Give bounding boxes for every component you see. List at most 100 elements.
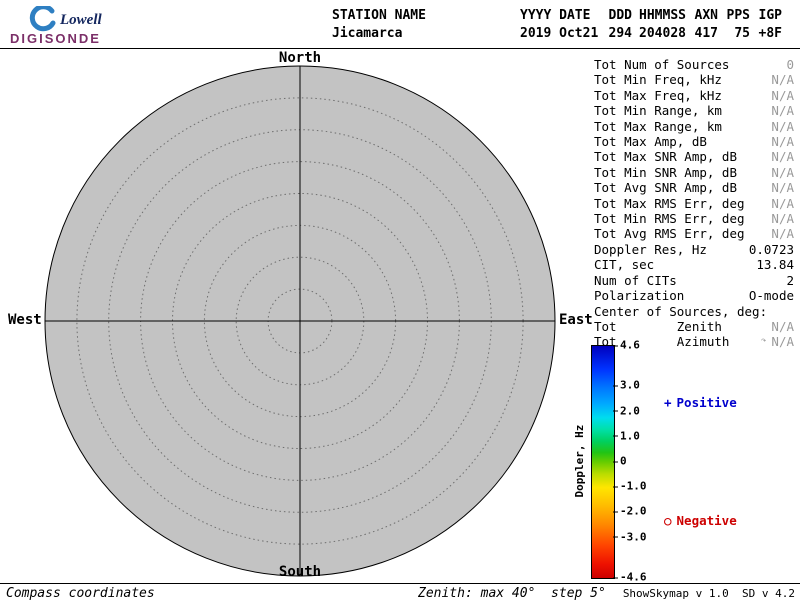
compass-label-south: South — [278, 564, 322, 580]
stat-value: N/A — [771, 103, 794, 119]
stat-value: N/A — [771, 72, 794, 88]
coordinate-system-label: Compass coordinates — [6, 586, 155, 600]
zenith-range-label: Zenith: max 40° step 5° — [418, 586, 606, 600]
stat-row-zenith: Tot Zenith N/A — [594, 319, 794, 334]
header-label-station: STATION NAME — [332, 8, 426, 23]
stat-row-min-snr: Tot Min SNR Amp, dB N/A — [594, 165, 794, 180]
header-value-date: 2019 Oct21 — [520, 26, 599, 41]
logo-digisonde-text: DIGISONDE — [10, 31, 101, 46]
positive-legend-label: Positive — [676, 395, 737, 410]
colorbar-tick: 3.0 — [613, 378, 640, 392]
stat-row-cit: CIT, sec 13.84 — [594, 257, 794, 272]
stat-label: Tot Min Range, km — [594, 103, 722, 119]
negative-doppler-legend: ○ Negative — [664, 513, 737, 528]
version-label: ShowSkymap v 1.0 SD v 4.2 — [622, 587, 795, 600]
header-value-ddd: 294 — [608, 26, 632, 41]
header-divider — [0, 48, 800, 49]
stat-label: CIT, sec — [594, 257, 655, 273]
skymap-plot — [43, 64, 557, 578]
stat-row-min-range: Tot Min Range, km N/A — [594, 103, 794, 118]
stat-row-max-freq: Tot Max Freq, kHz N/A — [594, 88, 794, 103]
header-label-date: YYYY DATE — [520, 8, 591, 23]
header-value-hhmmss: 204028 — [639, 26, 686, 41]
stat-label: Tot Min SNR Amp, dB — [594, 164, 737, 180]
lowell-digisonde-logo: Lowell DIGISONDE — [8, 5, 148, 47]
stat-row-polarization: Polarization O-mode — [594, 288, 794, 303]
header-label-pps: PPS — [726, 8, 750, 23]
colorbar-tick: 0 — [613, 454, 627, 468]
stat-label: Tot Avg RMS Err, deg — [594, 226, 745, 242]
header-value-axn: 417 — [694, 26, 718, 41]
stats-panel: Tot Num of Sources 0 Tot Min Freq, kHz N… — [594, 57, 794, 350]
stat-value: N/A — [771, 226, 794, 242]
stat-row-num-sources: Tot Num of Sources 0 — [594, 57, 794, 72]
stat-label: Tot Max Range, km — [594, 118, 722, 134]
colorbar-tick-labels: 4.6 3.0 2.0 1.0 0 -1.0 -2.0 -3.0 -4.6 — [613, 339, 660, 584]
stat-value: N/A — [771, 180, 794, 196]
header-label-igp: IGP — [758, 8, 782, 23]
stat-value: 0.0723 — [748, 241, 794, 257]
azimuth-direction-icon: ↷ — [761, 336, 767, 347]
stat-row-min-freq: Tot Min Freq, kHz N/A — [594, 72, 794, 87]
stat-label: Tot Max Amp, dB — [594, 134, 707, 150]
stat-label: Tot Avg SNR Amp, dB — [594, 180, 737, 196]
compass-label-north: North — [278, 50, 322, 66]
compass-label-east: East — [559, 312, 593, 328]
positive-doppler-legend: + Positive — [664, 395, 737, 410]
stat-label: Tot Max Freq, kHz — [594, 87, 722, 103]
stat-value: N/A — [771, 87, 794, 103]
colorbar-tick: 2.0 — [613, 404, 640, 418]
stat-row-azimuth: Tot Azimuth ↷ N/A — [594, 334, 794, 349]
skymap-canvas — [44, 65, 556, 577]
header-value-station: Jicamarca — [332, 26, 403, 41]
stat-value: 13.84 — [756, 257, 794, 273]
stat-value: N/A — [771, 149, 794, 165]
stat-value: N/A — [771, 164, 794, 180]
colorbar-tick: -4.6 — [613, 570, 647, 584]
header-value-pps: 75 — [734, 26, 750, 41]
stat-label: Tot Zenith — [594, 318, 722, 334]
stat-label: Center of Sources, deg: — [594, 303, 768, 319]
plus-marker-icon: + — [664, 395, 672, 410]
stat-row-avg-rms: Tot Avg RMS Err, deg N/A — [594, 226, 794, 241]
header-info-table: STATION NAME YYYY DATE DDD HHMMSS AXN PP… — [332, 8, 782, 41]
negative-legend-label: Negative — [676, 513, 737, 528]
compass-label-west: West — [8, 312, 42, 328]
stat-value: N/A — [771, 118, 794, 134]
stat-row-max-amp: Tot Max Amp, dB N/A — [594, 134, 794, 149]
stat-row-min-rms: Tot Min RMS Err, deg N/A — [594, 211, 794, 226]
colorbar-tick: -3.0 — [613, 530, 647, 544]
header-value-igp: +8F — [758, 26, 782, 41]
logo-lowell-text: Lowell — [60, 12, 102, 28]
stat-label: Tot Max RMS Err, deg — [594, 195, 745, 211]
stat-value: N/A — [771, 318, 794, 334]
stat-row-max-rms: Tot Max RMS Err, deg N/A — [594, 196, 794, 211]
doppler-colorbar — [591, 345, 615, 579]
colorbar-tick: -1.0 — [613, 479, 647, 493]
colorbar-tick: -2.0 — [613, 504, 647, 518]
digisonde-swoosh-icon — [29, 6, 56, 32]
stat-value: N/A — [771, 195, 794, 211]
stat-label: Tot Max SNR Amp, dB — [594, 149, 737, 165]
stat-value: N/A — [771, 334, 794, 350]
stat-row-center-header: Center of Sources, deg: — [594, 304, 794, 319]
stat-value: 0 — [786, 57, 794, 72]
stat-label: Tot Num of Sources — [594, 57, 730, 72]
stat-value: O-mode — [748, 288, 794, 304]
header-label-ddd: DDD — [608, 8, 632, 23]
stat-label: Polarization — [594, 288, 685, 304]
colorbar-axis-title: Doppler, Hz — [573, 424, 586, 498]
stat-value: N/A — [771, 211, 794, 227]
circle-marker-icon: ○ — [664, 513, 672, 528]
stat-row-doppler-res: Doppler Res, Hz 0.0723 — [594, 242, 794, 257]
stat-row-max-range: Tot Max Range, km N/A — [594, 119, 794, 134]
stat-label: Doppler Res, Hz — [594, 241, 707, 257]
stat-row-num-cits: Num of CITs 2 — [594, 273, 794, 288]
header-label-hhmmss: HHMMSS — [639, 8, 686, 23]
colorbar-tick: 4.6 — [613, 338, 640, 352]
stat-label: Tot Min Freq, kHz — [594, 72, 722, 88]
header-label-axn: AXN — [694, 8, 718, 23]
footer-divider — [0, 583, 800, 584]
stat-label: Num of CITs — [594, 272, 677, 288]
